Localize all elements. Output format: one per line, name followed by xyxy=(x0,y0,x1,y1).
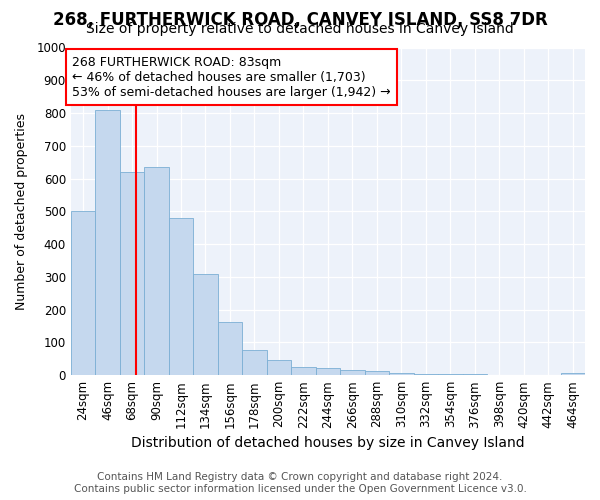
Bar xyxy=(144,167,169,375)
Text: 268 FURTHERWICK ROAD: 83sqm
← 46% of detached houses are smaller (1,703)
53% of : 268 FURTHERWICK ROAD: 83sqm ← 46% of det… xyxy=(72,56,391,98)
Bar xyxy=(169,218,193,375)
Text: Size of property relative to detached houses in Canvey Island: Size of property relative to detached ho… xyxy=(86,22,514,36)
Bar xyxy=(438,374,463,375)
Bar xyxy=(340,370,365,375)
Text: Contains HM Land Registry data © Crown copyright and database right 2024.
Contai: Contains HM Land Registry data © Crown c… xyxy=(74,472,526,494)
Bar xyxy=(95,110,120,375)
Bar xyxy=(193,274,218,375)
Bar xyxy=(218,322,242,375)
Bar xyxy=(266,360,291,375)
Bar xyxy=(365,371,389,375)
Y-axis label: Number of detached properties: Number of detached properties xyxy=(15,113,28,310)
Bar xyxy=(413,374,438,375)
Bar xyxy=(242,350,266,375)
X-axis label: Distribution of detached houses by size in Canvey Island: Distribution of detached houses by size … xyxy=(131,436,525,450)
Bar xyxy=(71,212,95,375)
Bar xyxy=(316,368,340,375)
Bar xyxy=(120,172,144,375)
Bar xyxy=(389,372,413,375)
Bar xyxy=(560,372,585,375)
Bar xyxy=(487,374,512,375)
Bar xyxy=(291,367,316,375)
Bar xyxy=(463,374,487,375)
Text: 268, FURTHERWICK ROAD, CANVEY ISLAND, SS8 7DR: 268, FURTHERWICK ROAD, CANVEY ISLAND, SS… xyxy=(53,11,547,29)
